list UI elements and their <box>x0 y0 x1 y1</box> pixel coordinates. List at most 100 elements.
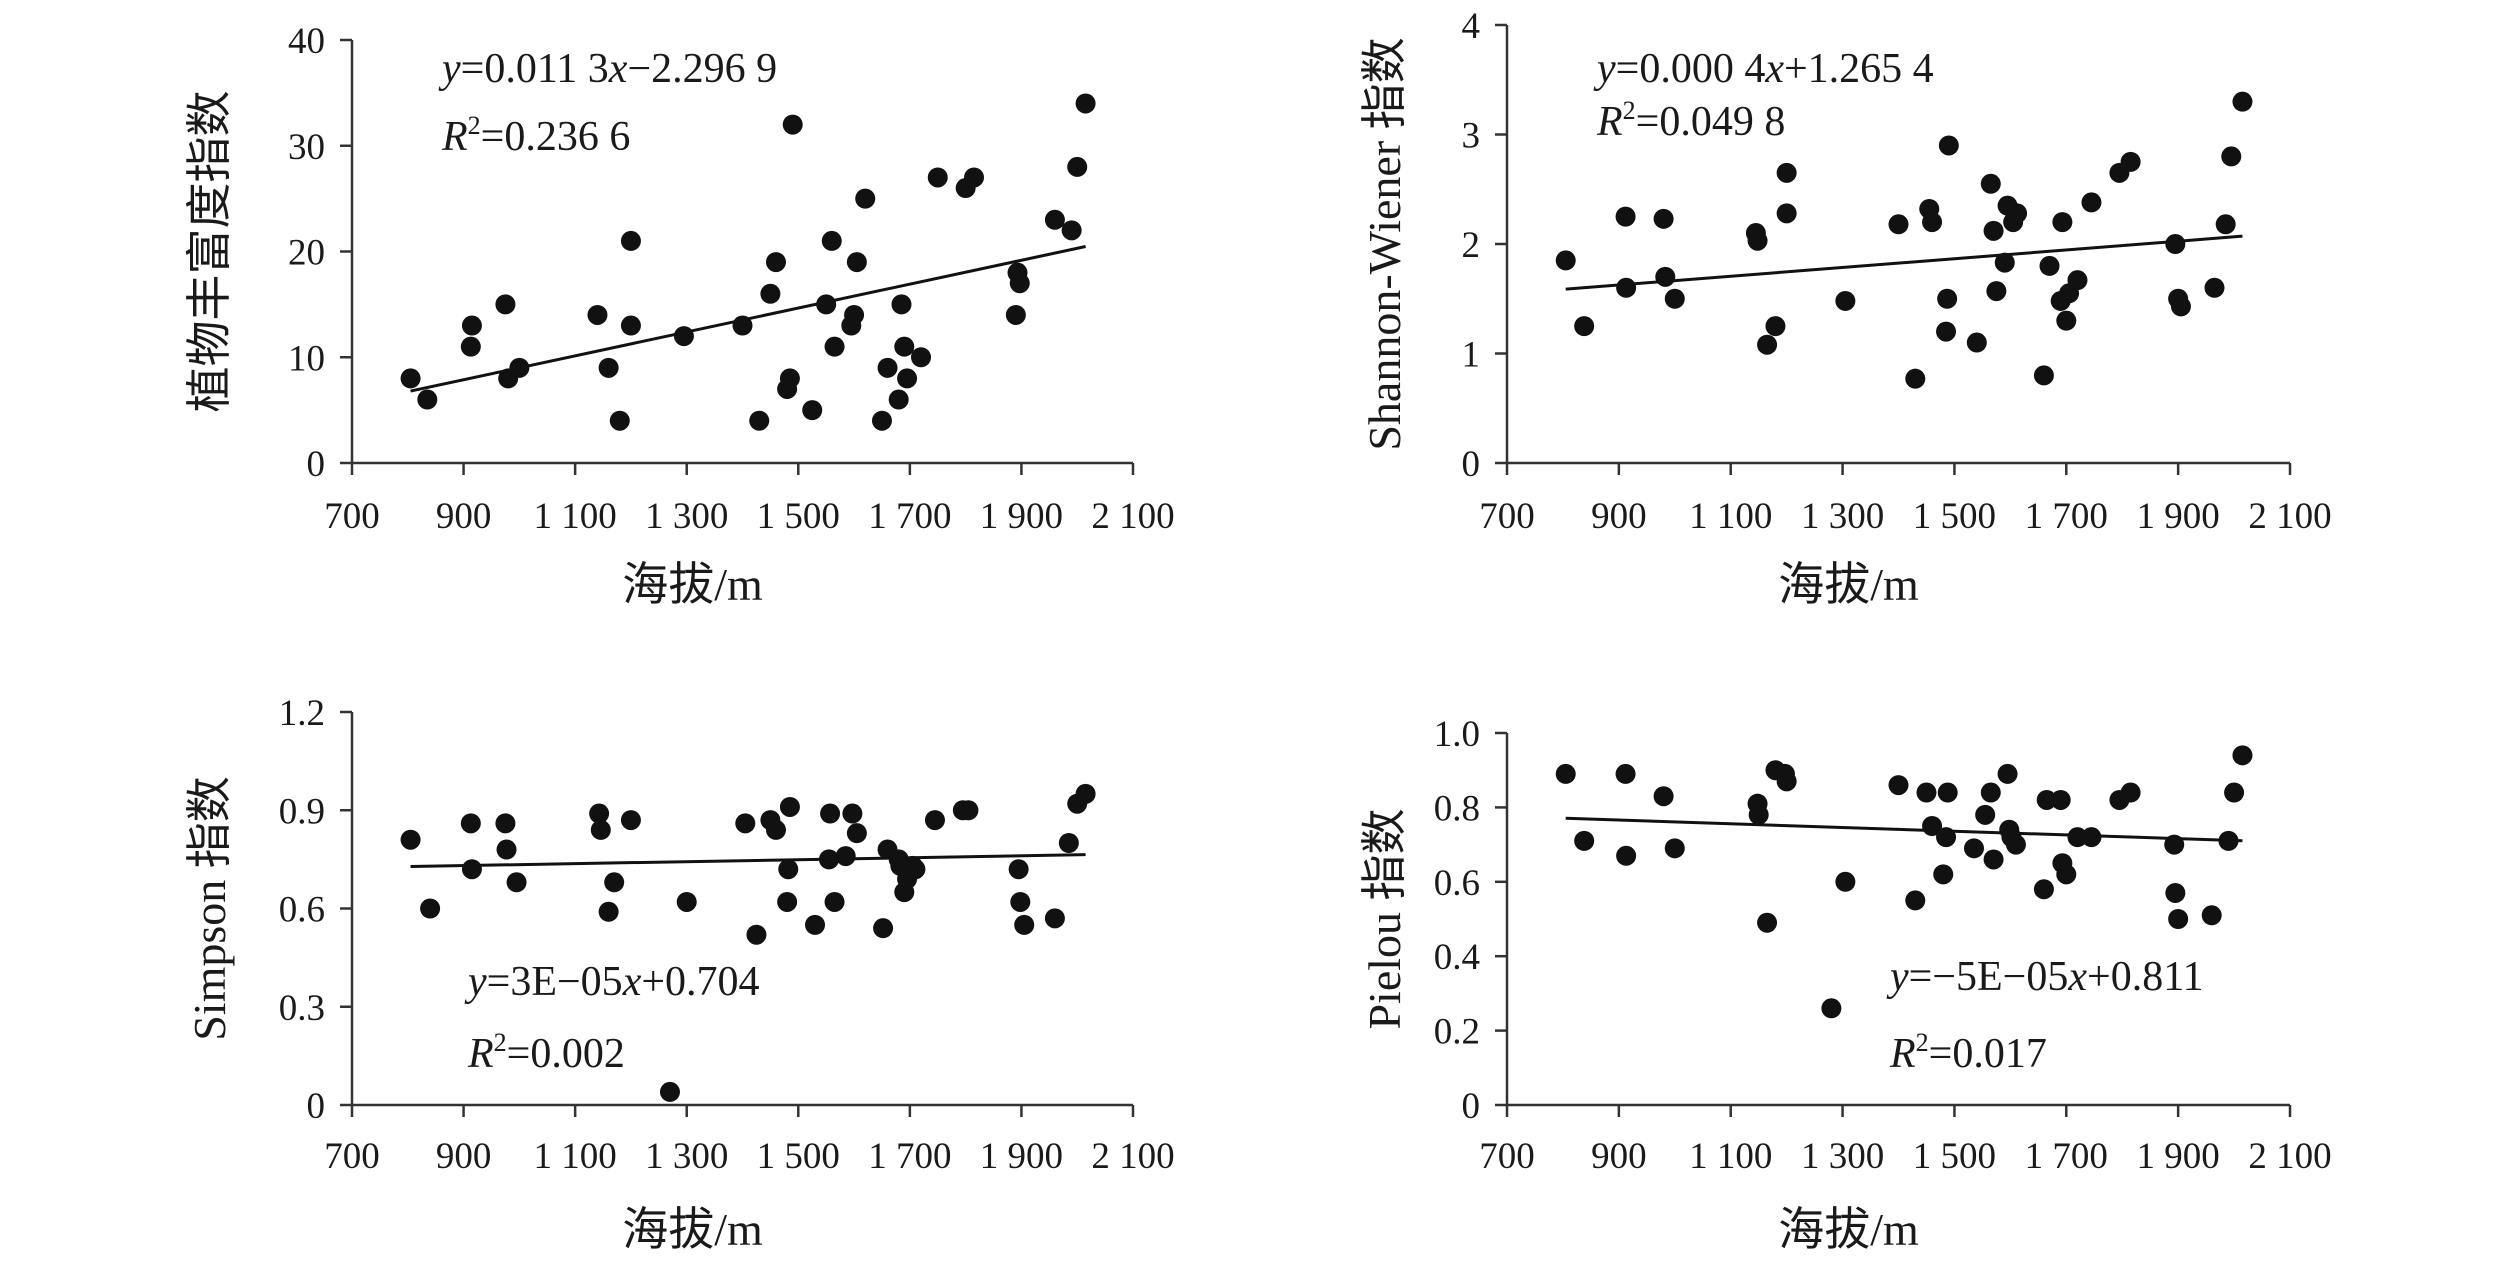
x-tick-label: 1 700 <box>868 496 951 537</box>
data-point <box>1980 173 2001 194</box>
data-point <box>1075 783 1096 804</box>
data-point <box>1615 206 1636 227</box>
data-point <box>1776 771 1797 792</box>
data-point <box>2081 192 2102 213</box>
y-tick-label: 0 <box>1462 444 1481 485</box>
x-tick-label: 900 <box>1591 1136 1647 1177</box>
data-point <box>820 803 841 824</box>
data-point <box>842 803 863 824</box>
data-point <box>1933 864 1954 885</box>
data-point <box>2036 789 2057 810</box>
data-point <box>1983 220 2004 241</box>
r-squared-label: R2=0.049 8 <box>1596 96 1785 145</box>
data-point <box>1922 816 1943 836</box>
x-tick-label: 1 100 <box>534 496 617 537</box>
trend-line <box>1565 816 2243 843</box>
x-tick-label: 2 100 <box>2248 496 2331 537</box>
data-point <box>1664 838 1685 859</box>
x-tick-label: 1 300 <box>1801 1136 1884 1177</box>
data-point <box>2007 203 2028 224</box>
data-point <box>1765 316 1786 337</box>
x-tick-label: 700 <box>1479 1136 1535 1177</box>
data-point <box>2170 296 2191 317</box>
data-point <box>1747 230 1768 251</box>
data-point <box>417 389 438 410</box>
data-point <box>620 230 641 251</box>
data-point <box>958 800 979 821</box>
chart-panel-1: 700 900 1 100 1 300 1 500 1 700 1 900 2 100 0 10 2… <box>184 21 1175 610</box>
x-axis-title: 海拔/m <box>622 1204 763 1255</box>
data-point <box>1966 332 1987 353</box>
y-tick-label: 40 <box>288 21 325 62</box>
data-point <box>1994 252 2015 273</box>
x-tick-label: 1 900 <box>980 496 1063 537</box>
data-point <box>2033 879 2054 900</box>
data-point <box>1075 93 1096 114</box>
data-point <box>2033 365 2054 386</box>
data-point <box>460 336 481 357</box>
y-axis-title: 植物丰富度指数 <box>184 91 235 413</box>
data-point <box>1776 162 1797 183</box>
x-axis-title: 海拔/m <box>1778 1204 1919 1255</box>
data-point <box>778 859 799 880</box>
regression-equation: y=−5E−05x+0.811 <box>1886 954 2204 1000</box>
y-tick-label: 0.6 <box>279 890 325 931</box>
x-tick-label: 1 100 <box>1689 496 1772 537</box>
data-point <box>1936 321 1957 342</box>
y-axis-title: Simpson 指数 <box>184 776 235 1041</box>
x-tick-label: 1 900 <box>980 1136 1063 1177</box>
y-tick-label: 1.0 <box>1434 714 1480 755</box>
y-axis-title: Pielou 指数 <box>1359 808 1410 1029</box>
data-point <box>1014 914 1035 935</box>
data-point <box>1937 782 1958 803</box>
data-point <box>1937 288 1958 309</box>
data-point <box>620 810 641 831</box>
data-point <box>2164 834 2185 855</box>
data-point <box>2056 864 2077 885</box>
data-point <box>779 796 800 817</box>
data-point <box>589 803 610 824</box>
y-axis-title: Shannon-Wiener 指数 <box>1359 37 1410 450</box>
data-point <box>1821 998 1842 1019</box>
data-point <box>1044 209 1065 230</box>
data-point <box>2052 212 2073 233</box>
y-tick-label: 0.9 <box>279 791 325 832</box>
data-point <box>897 368 918 389</box>
data-point <box>400 368 421 389</box>
data-point <box>846 252 867 273</box>
data-point <box>816 294 837 315</box>
data-point <box>871 410 892 431</box>
data-point <box>964 167 985 188</box>
data-point <box>782 114 803 135</box>
x-tick-label: 1 500 <box>1913 496 1996 537</box>
data-point <box>2204 277 2225 298</box>
y-tick-label: 0.8 <box>1434 788 1480 829</box>
data-point <box>1616 845 1637 866</box>
data-point <box>888 389 909 410</box>
chart-panel-3: 700 900 1 100 1 300 1 500 1 700 1 900 2 100 0 0.3… <box>184 693 1175 1255</box>
data-point <box>1986 281 2007 302</box>
data-point <box>2218 830 2239 851</box>
data-point <box>609 410 630 431</box>
x-tick-label: 1 500 <box>757 496 840 537</box>
data-point <box>2067 827 2088 848</box>
data-point <box>821 230 842 251</box>
data-point <box>1938 135 1959 156</box>
data-point <box>805 914 826 935</box>
data-point <box>749 410 770 431</box>
r-squared-label: R2=0.002 <box>467 1028 625 1077</box>
data-point <box>1776 203 1797 224</box>
data-point <box>835 846 856 867</box>
y-tick-label: 0.2 <box>1434 1012 1480 1053</box>
data-point <box>1835 871 1856 892</box>
y-tick-label: 0 <box>1462 1086 1481 1127</box>
data-point <box>855 188 876 209</box>
data-point <box>824 891 845 912</box>
data-point <box>673 326 694 347</box>
data-point <box>779 368 800 389</box>
x-tick-label: 1 300 <box>645 496 728 537</box>
chart-panel-2: 700 900 1 100 1 300 1 500 1 700 1 900 2 100 0 1 2 3… <box>1359 6 2332 610</box>
data-point <box>1888 214 1909 235</box>
data-point <box>2050 789 2071 810</box>
